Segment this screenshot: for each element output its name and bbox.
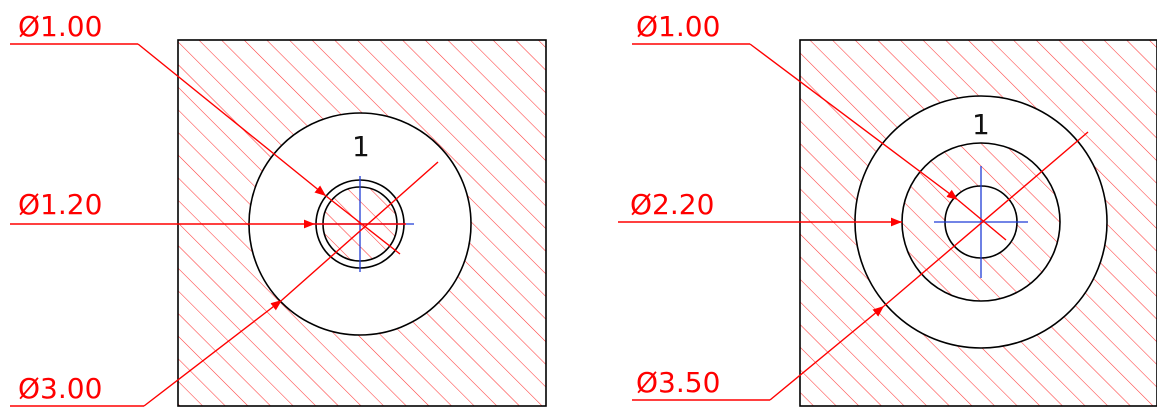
right-section-view: 1 Ø1.00 Ø2.20 Ø3.50 [618,10,1157,407]
left-dim-1-leader [10,43,401,255]
left-section-view: 1 Ø1.00 Ø1.20 Ø3.00 [10,10,547,407]
right-dim-1-text: Ø1.00 [636,10,720,43]
right-dim-3-leader [632,131,1089,401]
left-dim-2-text: Ø1.20 [18,188,102,221]
left-dim-3-leader [10,161,439,407]
right-centerlines [934,166,1028,278]
left-section-label: 1 [352,130,370,163]
left-dim-3-text: Ø3.00 [18,372,102,405]
right-dim-2-text: Ø2.20 [630,188,714,221]
right-dim-3-text: Ø3.50 [636,366,720,399]
left-dim-1-text: Ø1.00 [18,10,102,43]
right-dim-1-leader [632,43,1007,241]
right-section-label: 1 [972,108,990,141]
